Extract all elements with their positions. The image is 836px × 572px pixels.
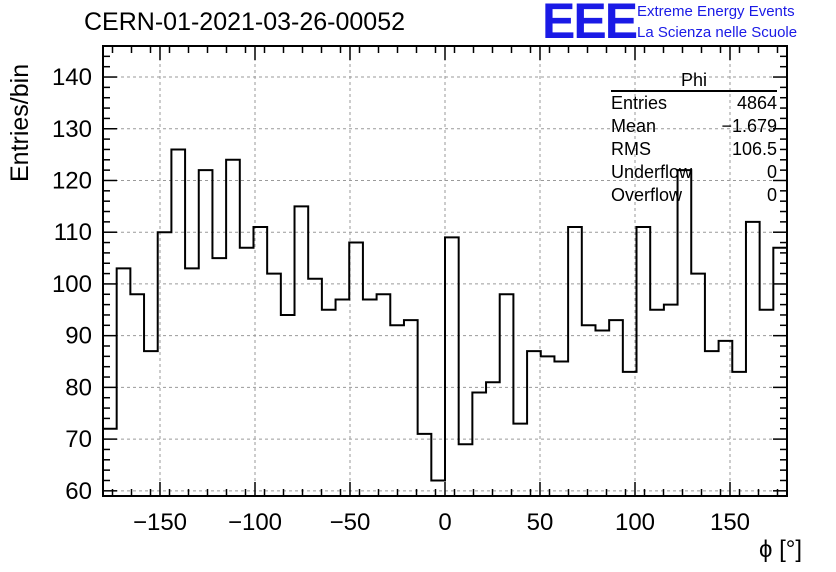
histogram-bin xyxy=(349,243,363,496)
stats-label: Underflow xyxy=(611,162,693,182)
stats-label: Overflow xyxy=(611,185,683,205)
histogram-bin xyxy=(390,325,404,496)
y-tick-label: 90 xyxy=(65,323,92,350)
histogram-bin xyxy=(486,382,500,496)
chart-title: CERN-01-2021-03-26-00052 xyxy=(84,8,406,36)
histogram-bin xyxy=(171,149,185,496)
stats-row-underflow: Underflow 0 xyxy=(611,161,777,184)
histogram-bin xyxy=(459,444,473,496)
x-axis-label: ϕ [°] xyxy=(758,536,802,563)
histogram-bin xyxy=(404,320,418,496)
stats-label: RMS xyxy=(611,139,651,159)
histogram-bin xyxy=(377,294,391,496)
histogram-bin xyxy=(568,227,582,496)
histogram-bin xyxy=(185,268,199,496)
stats-value: 0 xyxy=(766,185,777,205)
y-tick-label: 80 xyxy=(65,374,92,401)
histogram-bin xyxy=(336,299,350,496)
histogram-bin xyxy=(281,315,295,496)
stats-row-overflow: Overflow 0 xyxy=(611,184,777,207)
y-tick-label: 130 xyxy=(52,116,92,143)
histogram-bin xyxy=(130,294,144,496)
histogram-bin xyxy=(199,170,213,496)
histogram-bin xyxy=(637,227,651,496)
histogram-bin xyxy=(746,222,760,496)
stats-row-mean: Mean −1.679 xyxy=(611,115,777,138)
x-tick-label: −100 xyxy=(228,509,282,536)
histogram-bin xyxy=(253,227,267,496)
histogram-bin xyxy=(650,310,664,496)
histogram-bin xyxy=(144,351,158,496)
y-tick-label: 120 xyxy=(52,167,92,194)
histogram-bin xyxy=(623,372,637,496)
histogram-bin xyxy=(226,160,240,496)
histogram-bin xyxy=(678,170,692,496)
histogram-bin xyxy=(445,237,459,496)
histogram-bin xyxy=(609,320,623,496)
stats-title: Phi xyxy=(611,70,777,92)
x-tick-label: −50 xyxy=(330,509,371,536)
stats-value: 0 xyxy=(766,162,777,182)
x-tick-label: −150 xyxy=(133,509,187,536)
histogram-bin xyxy=(527,351,541,496)
histogram-bin xyxy=(541,356,555,496)
stats-value: 4864 xyxy=(736,93,777,113)
histogram-bin xyxy=(719,341,733,496)
eee-logo: EEE xyxy=(542,0,638,49)
x-tick-label: 100 xyxy=(615,509,655,536)
histogram-bin xyxy=(431,480,445,496)
histogram-bin xyxy=(595,330,609,496)
histogram-bin xyxy=(295,206,309,496)
stats-row-entries: Entries 4864 xyxy=(611,92,777,115)
histogram-bin xyxy=(513,424,527,496)
histogram-bin xyxy=(212,258,226,496)
stats-label: Mean xyxy=(611,116,657,136)
y-tick-label: 100 xyxy=(52,271,92,298)
histogram-outline xyxy=(102,148,788,496)
stats-box: Phi Entries 4864 Mean −1.679 RMS 106.5 U… xyxy=(611,70,777,207)
stats-label: Entries xyxy=(611,93,668,113)
y-tick-label: 60 xyxy=(65,478,92,505)
histogram-bin xyxy=(705,351,719,496)
histogram-bin xyxy=(308,279,322,496)
histogram-bin xyxy=(500,294,514,496)
histogram-bin xyxy=(773,248,787,496)
stats-value: −1.679 xyxy=(721,116,777,136)
histogram-bin xyxy=(664,305,678,496)
y-tick-label: 140 xyxy=(52,64,92,91)
y-axis-label: Entries/bin xyxy=(6,63,34,182)
logo-text-line-1: Extreme Energy Events xyxy=(637,3,795,20)
histogram-bin xyxy=(117,268,131,496)
x-tick-label: 50 xyxy=(527,509,554,536)
histogram-bin xyxy=(158,232,172,496)
histogram-bin xyxy=(363,299,377,496)
histogram-bin xyxy=(691,274,705,496)
y-tick-label: 110 xyxy=(54,219,92,246)
stats-row-rms: RMS 106.5 xyxy=(611,138,777,161)
y-tick-label: 70 xyxy=(65,426,92,453)
histogram-bin xyxy=(582,325,596,496)
histogram-bin xyxy=(732,372,746,496)
logo-text-line-2: La Scienza nelle Scuole xyxy=(637,24,798,41)
stats-value: 106.5 xyxy=(731,139,777,159)
histogram-bin xyxy=(760,310,774,496)
histogram-bin xyxy=(240,248,254,496)
histogram-bin xyxy=(418,434,432,496)
histogram-bin xyxy=(472,393,486,496)
x-tick-label: 0 xyxy=(438,509,451,536)
histogram-bin xyxy=(322,310,336,496)
histogram-bin xyxy=(267,274,281,496)
x-tick-label: 150 xyxy=(710,509,750,536)
histogram-bin xyxy=(554,362,568,496)
